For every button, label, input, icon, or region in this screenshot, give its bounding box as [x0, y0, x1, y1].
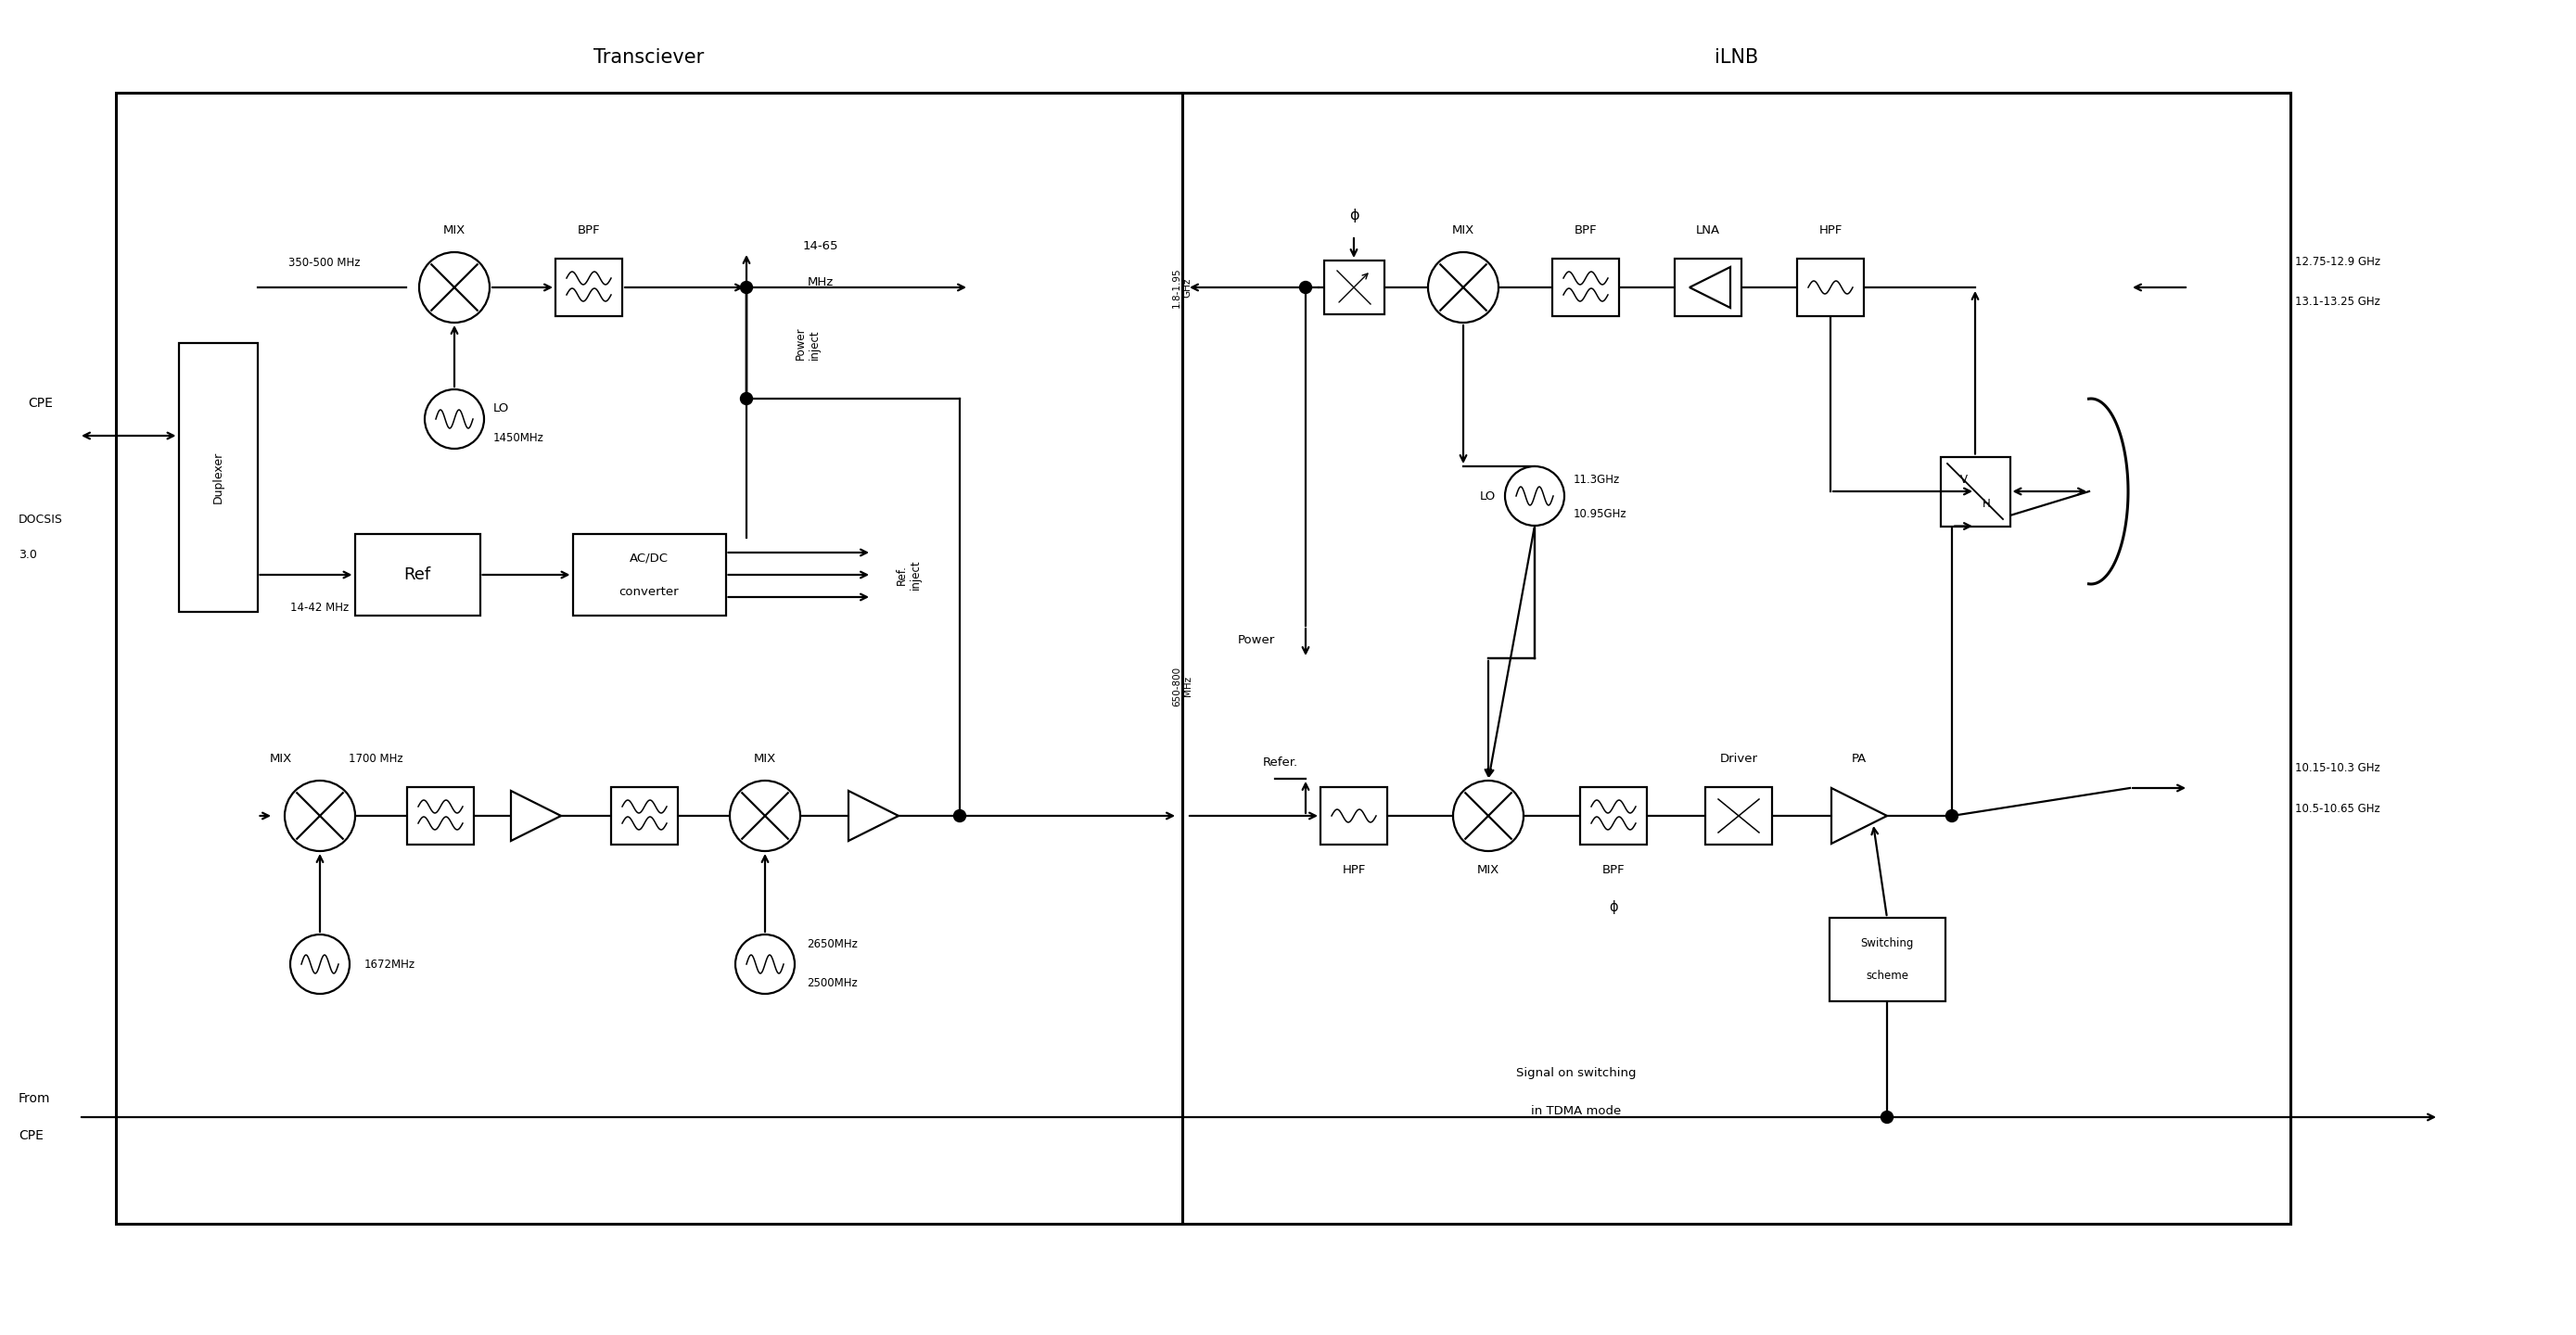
Text: 10.5-10.65 GHz: 10.5-10.65 GHz	[2295, 802, 2380, 814]
Bar	[1705, 788, 1772, 845]
Text: Driver: Driver	[1721, 753, 1757, 765]
Circle shape	[729, 781, 801, 852]
Text: AC/DC: AC/DC	[629, 553, 670, 565]
Text: 12.75-12.9 GHz: 12.75-12.9 GHz	[2295, 255, 2380, 267]
Bar	[407, 788, 474, 845]
Bar	[1321, 788, 1388, 845]
Polygon shape	[510, 790, 562, 841]
Text: CPE: CPE	[18, 1129, 44, 1143]
Text: scheme: scheme	[1865, 971, 1909, 983]
Text: 1.8-1.95
GHz: 1.8-1.95 GHz	[1172, 267, 1193, 307]
Circle shape	[739, 282, 752, 294]
Text: LO: LO	[1479, 490, 1497, 502]
Text: ϕ: ϕ	[1350, 208, 1358, 222]
Text: converter: converter	[618, 586, 680, 598]
Text: 1672MHz: 1672MHz	[363, 959, 415, 971]
Circle shape	[425, 390, 484, 449]
Circle shape	[1945, 810, 1958, 822]
Text: 2650MHz: 2650MHz	[806, 937, 858, 949]
Bar	[611, 788, 677, 845]
Bar	[1579, 788, 1646, 845]
Bar	[355, 534, 479, 615]
Text: 10.15-10.3 GHz: 10.15-10.3 GHz	[2295, 761, 2380, 774]
Text: 13.1-13.25 GHz: 13.1-13.25 GHz	[2295, 295, 2380, 307]
Text: 10.95GHz: 10.95GHz	[1574, 509, 1628, 521]
Circle shape	[739, 392, 752, 405]
Text: 14-65: 14-65	[804, 240, 840, 252]
Text: Ref.
inject: Ref. inject	[896, 559, 922, 590]
Text: DOCSIS: DOCSIS	[18, 513, 62, 525]
Bar	[1324, 260, 1383, 314]
Text: ϕ: ϕ	[1610, 900, 1618, 913]
Text: MIX: MIX	[755, 753, 775, 765]
Text: Power: Power	[1236, 634, 1275, 646]
Text: MIX: MIX	[443, 224, 466, 236]
Text: Duplexer: Duplexer	[211, 451, 224, 503]
Text: Switching: Switching	[1860, 937, 1914, 949]
Text: H: H	[1981, 498, 1991, 510]
Polygon shape	[1832, 788, 1888, 844]
Text: iLNB: iLNB	[1716, 48, 1759, 67]
Bar	[1940, 457, 2009, 526]
Bar	[1798, 259, 1865, 316]
Polygon shape	[1690, 267, 1731, 308]
Bar	[178, 343, 258, 611]
Text: LNA: LNA	[1695, 224, 1721, 236]
Text: HPF: HPF	[1819, 224, 1842, 236]
Text: 11.3GHz: 11.3GHz	[1574, 474, 1620, 486]
Text: PA: PA	[1852, 753, 1868, 765]
Text: 1450MHz: 1450MHz	[495, 431, 544, 443]
Text: MIX: MIX	[270, 753, 291, 765]
Bar	[116, 92, 1182, 1224]
Text: Transciever: Transciever	[595, 48, 703, 67]
Text: From: From	[18, 1092, 52, 1105]
Text: MHz: MHz	[806, 276, 835, 288]
Text: BPF: BPF	[1574, 224, 1597, 236]
Text: in TDMA mode: in TDMA mode	[1530, 1104, 1620, 1116]
Bar	[1674, 259, 1741, 316]
Bar	[1829, 918, 1945, 1001]
Bar	[572, 534, 726, 615]
Bar	[556, 259, 623, 316]
Text: 1700 MHz: 1700 MHz	[348, 753, 402, 765]
Text: Refer.: Refer.	[1262, 756, 1298, 768]
Text: 350-500 MHz: 350-500 MHz	[289, 256, 361, 268]
Text: BPF: BPF	[1602, 864, 1625, 876]
Text: MIX: MIX	[1453, 224, 1473, 236]
Text: 2500MHz: 2500MHz	[806, 977, 858, 989]
Text: 3.0: 3.0	[18, 549, 36, 561]
Circle shape	[1298, 282, 1311, 294]
Circle shape	[1880, 1111, 1893, 1123]
Text: MIX: MIX	[1476, 864, 1499, 876]
Text: Power
inject: Power inject	[793, 327, 822, 359]
Text: HPF: HPF	[1342, 864, 1365, 876]
Text: Signal on switching: Signal on switching	[1517, 1068, 1636, 1080]
Text: 650-800
MHz: 650-800 MHz	[1172, 666, 1193, 706]
Text: Ref: Ref	[404, 566, 430, 583]
Text: BPF: BPF	[577, 224, 600, 236]
Text: LO: LO	[495, 402, 510, 414]
Circle shape	[1453, 781, 1522, 852]
Text: CPE: CPE	[28, 396, 52, 410]
Bar	[1553, 259, 1620, 316]
Circle shape	[734, 934, 793, 993]
Circle shape	[1504, 466, 1564, 526]
Circle shape	[291, 934, 350, 993]
Bar	[1182, 92, 2290, 1224]
Circle shape	[1427, 252, 1499, 323]
Circle shape	[953, 810, 966, 822]
Polygon shape	[848, 790, 899, 841]
Circle shape	[286, 781, 355, 852]
Text: V: V	[1960, 474, 1968, 486]
Text: 14-42 MHz: 14-42 MHz	[291, 601, 350, 613]
Circle shape	[420, 252, 489, 323]
